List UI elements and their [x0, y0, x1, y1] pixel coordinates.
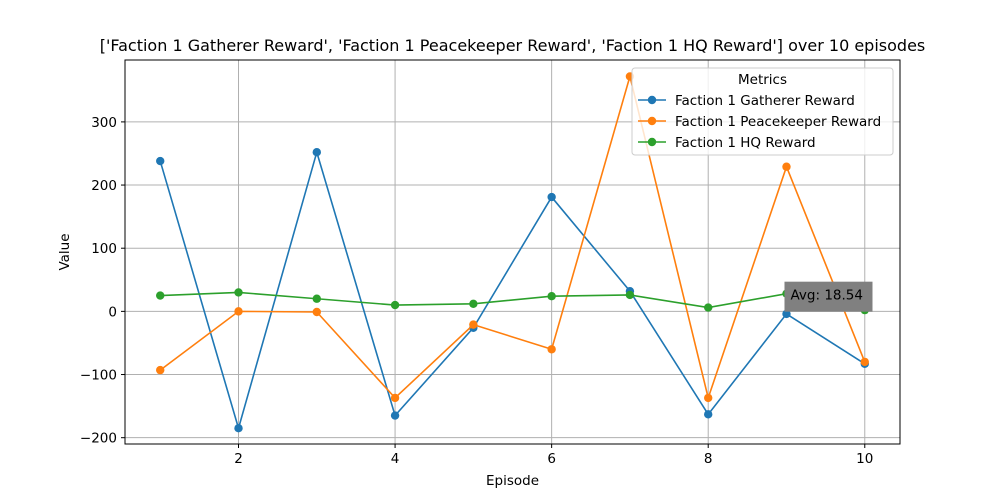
data-point	[390, 411, 400, 420]
annotation-box	[784, 281, 873, 312]
data-point	[625, 290, 635, 300]
annotation-layer: Avg: 18.54	[784, 281, 873, 312]
series-line-1	[159, 149, 866, 432]
data-point	[312, 148, 321, 157]
data-point	[782, 162, 791, 171]
y-tick-label: −100	[80, 368, 117, 384]
y-tick-label: 300	[91, 115, 117, 131]
data-point	[547, 192, 556, 202]
data-point	[860, 357, 869, 367]
x-tick-label: 2	[234, 451, 243, 467]
y-axis-label: Value	[57, 233, 73, 270]
y-tick-label: 100	[91, 241, 117, 257]
legend: Metrics Faction 1 Gatherer Reward Faction …	[631, 67, 894, 156]
legend-entry: Faction 1 Gatherer Reward	[675, 93, 855, 109]
legend-marker	[647, 137, 657, 147]
data-point	[156, 156, 165, 166]
data-point	[312, 307, 321, 317]
series-line-3	[160, 291, 865, 311]
data-point	[234, 288, 243, 297]
data-point	[312, 294, 321, 303]
y-tick-label: −200	[80, 431, 117, 447]
data-point	[390, 393, 400, 403]
legend-box	[631, 67, 894, 156]
legend-marker	[647, 95, 657, 105]
x-tick-label: 6	[547, 451, 556, 467]
data-point	[469, 320, 478, 329]
data-point	[704, 410, 713, 419]
x-axis-label: Episode	[486, 473, 539, 489]
legend-entry: Faction 1 HQ Reward	[675, 135, 816, 151]
legend-title: Metrics	[738, 72, 787, 88]
data-point	[390, 300, 400, 310]
x-tick-label: 10	[856, 451, 873, 467]
data-point	[234, 424, 243, 433]
y-tick-label: 0	[108, 304, 117, 320]
data-point	[547, 345, 556, 354]
legend-marker	[647, 116, 657, 126]
series-line-2	[159, 73, 866, 401]
data-point	[234, 307, 243, 316]
data-point	[547, 292, 556, 301]
data-point	[469, 299, 478, 308]
data-point	[156, 365, 165, 375]
data-point	[782, 309, 791, 319]
tick-layer: 2 4 6 8 10 −200 −100 0 100 200 300	[80, 115, 873, 467]
data-point	[156, 291, 165, 300]
legend-entry: Faction 1 Peacekeeper Reward	[675, 114, 881, 130]
x-tick-label: 8	[704, 451, 713, 467]
x-tick-label: 4	[391, 451, 400, 467]
plot-frame	[124, 59, 901, 445]
data-point	[704, 303, 713, 312]
series-layer	[156, 72, 869, 433]
y-tick-label: 200	[91, 178, 117, 194]
annotation-text: Avg: 18.54	[790, 288, 863, 304]
data-point	[704, 393, 713, 403]
chart-title: ['Faction 1 Gatherer Reward', 'Faction 1…	[100, 36, 926, 55]
